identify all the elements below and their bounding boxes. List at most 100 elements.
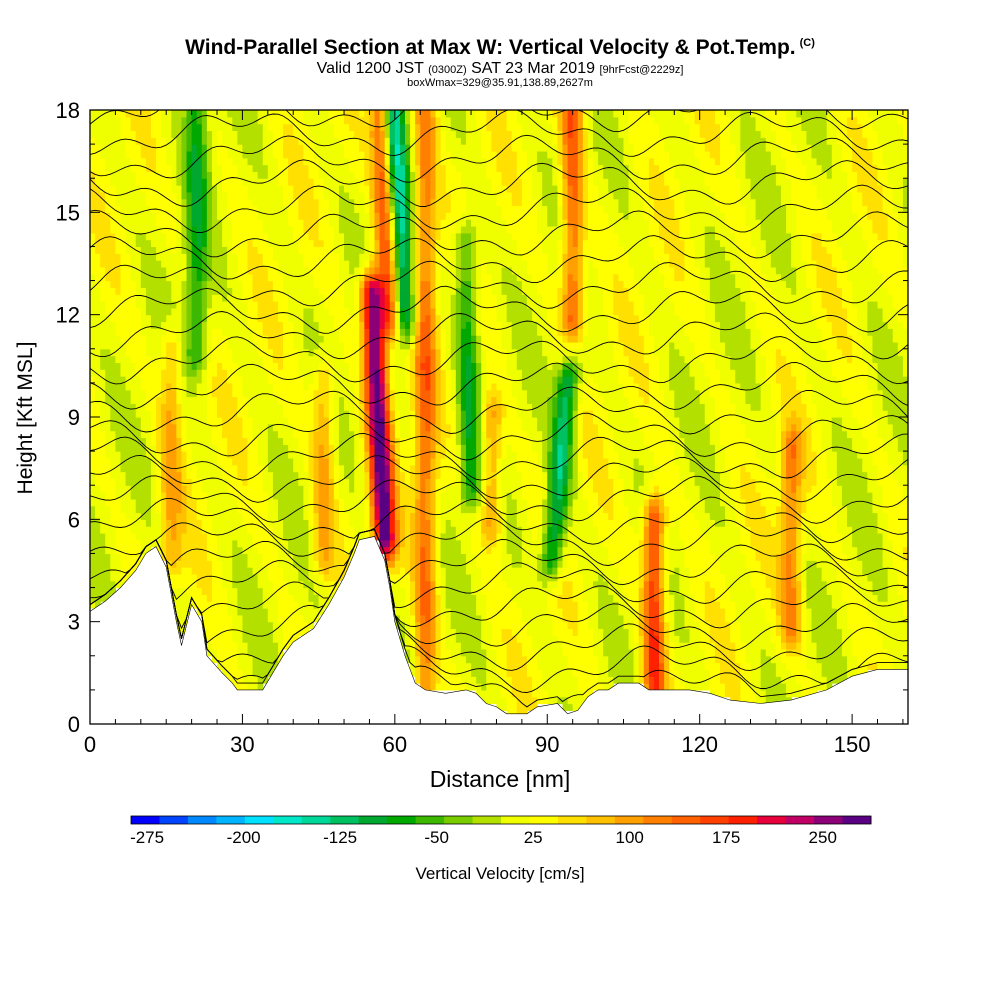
velocity-cell bbox=[95, 410, 101, 418]
velocity-cell bbox=[176, 621, 183, 630]
velocity-cell bbox=[242, 232, 249, 241]
velocity-cell bbox=[227, 355, 233, 364]
velocity-cell bbox=[252, 485, 259, 493]
velocity-cell bbox=[277, 355, 284, 364]
velocity-cell bbox=[389, 471, 396, 479]
velocity-cell bbox=[135, 260, 142, 268]
velocity-cell bbox=[232, 130, 238, 138]
velocity-cell bbox=[328, 212, 335, 220]
velocity-cell bbox=[293, 539, 299, 548]
velocity-cell bbox=[405, 587, 411, 595]
velocity-cell bbox=[293, 355, 299, 364]
velocity-cell bbox=[308, 382, 315, 391]
velocity-cell bbox=[150, 430, 157, 439]
velocity-cell bbox=[186, 239, 193, 248]
velocity-cell bbox=[344, 185, 350, 193]
velocity-cell bbox=[384, 266, 391, 275]
velocity-cell bbox=[222, 594, 228, 602]
velocity-cell bbox=[242, 594, 249, 602]
velocity-cell bbox=[313, 396, 320, 404]
velocity-cell bbox=[318, 423, 325, 432]
velocity-cell bbox=[201, 130, 208, 138]
velocity-cell bbox=[420, 478, 426, 486]
velocity-cell bbox=[206, 355, 213, 364]
velocity-cell bbox=[166, 171, 172, 179]
velocity-cell bbox=[313, 232, 320, 241]
velocity-cell bbox=[338, 369, 345, 377]
velocity-cell bbox=[125, 116, 132, 125]
velocity-cell bbox=[257, 539, 264, 548]
velocity-cell bbox=[217, 253, 223, 261]
velocity-cell bbox=[232, 253, 238, 261]
velocity-cell bbox=[222, 464, 228, 473]
velocity-cell bbox=[181, 178, 188, 186]
velocity-cell bbox=[252, 621, 259, 630]
velocity-cell bbox=[293, 410, 299, 418]
velocity-cell bbox=[242, 266, 249, 275]
velocity-cell bbox=[272, 478, 279, 486]
velocity-cell bbox=[349, 369, 355, 377]
velocity-cell bbox=[252, 498, 259, 507]
velocity-cell bbox=[308, 621, 315, 630]
velocity-cell bbox=[135, 553, 142, 561]
velocity-cell bbox=[405, 171, 411, 179]
velocity-cell bbox=[156, 164, 162, 172]
velocity-cell bbox=[394, 110, 401, 118]
velocity-cell bbox=[176, 178, 183, 186]
velocity-cell bbox=[318, 451, 325, 459]
velocity-cell bbox=[293, 628, 299, 636]
velocity-cell bbox=[420, 130, 426, 138]
velocity-cell bbox=[328, 437, 335, 445]
velocity-cell bbox=[262, 587, 269, 595]
velocity-cell bbox=[232, 301, 238, 309]
velocity-cell bbox=[227, 280, 233, 288]
velocity-cell bbox=[176, 451, 183, 459]
velocity-cell bbox=[186, 451, 193, 459]
velocity-cell bbox=[186, 382, 193, 391]
velocity-cell bbox=[364, 457, 371, 466]
velocity-cell bbox=[313, 532, 320, 541]
velocity-cell bbox=[374, 362, 381, 370]
velocity-cell bbox=[171, 389, 177, 398]
velocity-cell bbox=[283, 280, 289, 288]
velocity-cell bbox=[399, 587, 406, 595]
velocity-cell bbox=[364, 150, 371, 159]
velocity-cell bbox=[140, 376, 147, 384]
velocity-cell bbox=[181, 621, 188, 630]
velocity-cell bbox=[394, 273, 401, 282]
velocity-cell bbox=[227, 669, 233, 677]
velocity-cell bbox=[288, 587, 294, 595]
velocity-cell bbox=[308, 437, 315, 445]
velocity-cell bbox=[298, 457, 304, 466]
velocity-cell bbox=[140, 341, 147, 350]
velocity-cell bbox=[379, 478, 386, 486]
velocity-cell bbox=[186, 178, 193, 186]
velocity-cell bbox=[140, 253, 147, 261]
velocity-cell bbox=[217, 225, 223, 234]
velocity-cell bbox=[222, 335, 228, 343]
velocity-cell bbox=[140, 369, 147, 377]
velocity-cell bbox=[283, 301, 289, 309]
velocity-cell bbox=[217, 232, 223, 241]
velocity-cell bbox=[242, 560, 249, 568]
velocity-cell bbox=[344, 280, 350, 288]
velocity-cell bbox=[100, 580, 106, 589]
velocity-cell bbox=[125, 485, 132, 493]
velocity-cell bbox=[110, 253, 117, 261]
velocity-cell bbox=[369, 164, 376, 172]
velocity-cell bbox=[217, 335, 223, 343]
velocity-cell bbox=[217, 355, 223, 364]
velocity-cell bbox=[166, 110, 172, 118]
velocity-cell bbox=[298, 239, 304, 248]
velocity-cell bbox=[120, 478, 127, 486]
velocity-cell bbox=[90, 539, 96, 548]
velocity-cell bbox=[186, 219, 193, 227]
velocity-cell bbox=[161, 246, 167, 254]
velocity-cell bbox=[308, 314, 315, 323]
velocity-cell bbox=[140, 287, 147, 295]
velocity-cell bbox=[394, 301, 401, 309]
velocity-cell bbox=[237, 478, 244, 486]
velocity-cell bbox=[196, 376, 203, 384]
velocity-cell bbox=[379, 150, 386, 159]
velocity-cell bbox=[283, 457, 289, 466]
